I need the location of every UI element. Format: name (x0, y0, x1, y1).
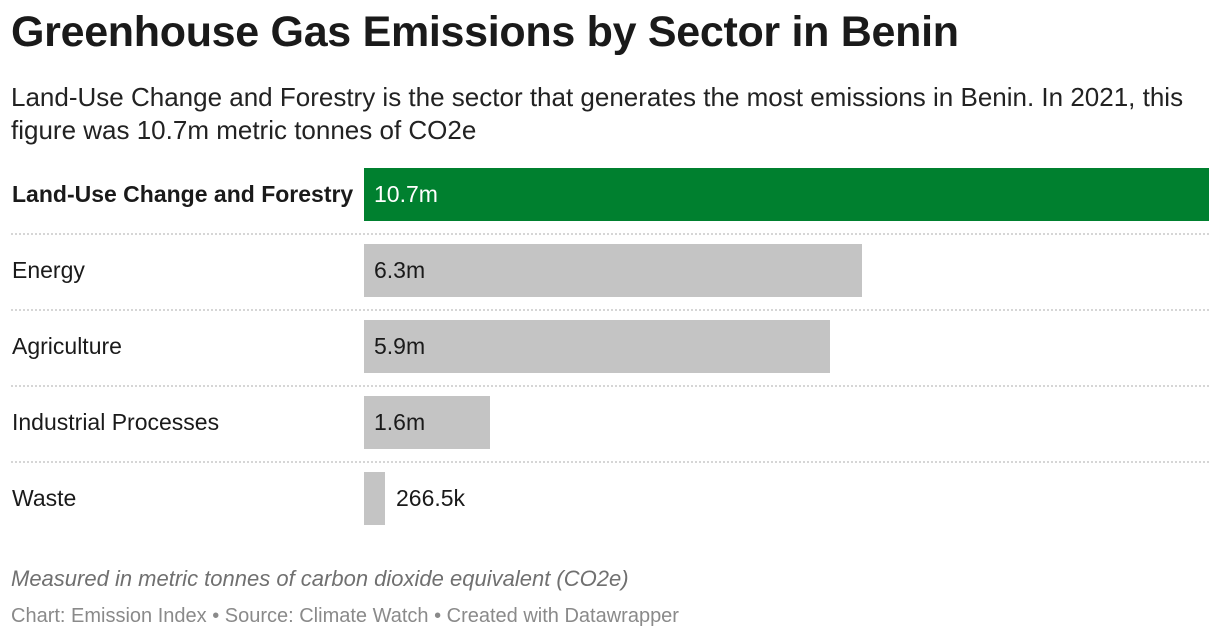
value-label: 266.5k (396, 485, 466, 511)
bar (364, 168, 1209, 221)
bar (364, 244, 862, 297)
value-label: 6.3m (374, 257, 426, 283)
bar-row-energy: Energy 6.3m (11, 244, 1209, 320)
chart-note: Measured in metric tonnes of carbon diox… (11, 566, 629, 591)
row-divider (11, 385, 1209, 387)
row-divider (11, 309, 1209, 311)
category-label: Waste (12, 485, 77, 511)
bar (364, 396, 490, 449)
chart-footer: Chart: Emission Index • Source: Climate … (11, 605, 679, 627)
row-divider (11, 233, 1209, 235)
category-label: Industrial Processes (12, 409, 220, 435)
bar-row-agriculture: Agriculture 5.9m (11, 320, 1209, 396)
chart-title: Greenhouse Gas Emissions by Sector in Be… (11, 8, 959, 56)
category-label: Agriculture (12, 333, 122, 359)
bar-row-industrial-processes: Industrial Processes 1.6m (11, 396, 1209, 472)
bar (364, 472, 385, 525)
category-label: Land-Use Change and Forestry (12, 181, 354, 207)
value-label: 10.7m (374, 181, 438, 207)
bar (364, 320, 830, 373)
bar-row-waste: Waste 266.5k (11, 472, 1209, 548)
category-label: Energy (12, 257, 85, 283)
value-label: 1.6m (374, 409, 426, 435)
bar-row-land-use-change-and-forestry: Land-Use Change and Forestry 10.7m (11, 168, 1209, 244)
value-label: 5.9m (374, 333, 426, 359)
bar-chart: Land-Use Change and Forestry 10.7m Energy 6… (11, 168, 1209, 548)
row-divider (11, 461, 1209, 463)
chart-subtitle: Land-Use Change and Forestry is the sect… (11, 82, 1184, 145)
